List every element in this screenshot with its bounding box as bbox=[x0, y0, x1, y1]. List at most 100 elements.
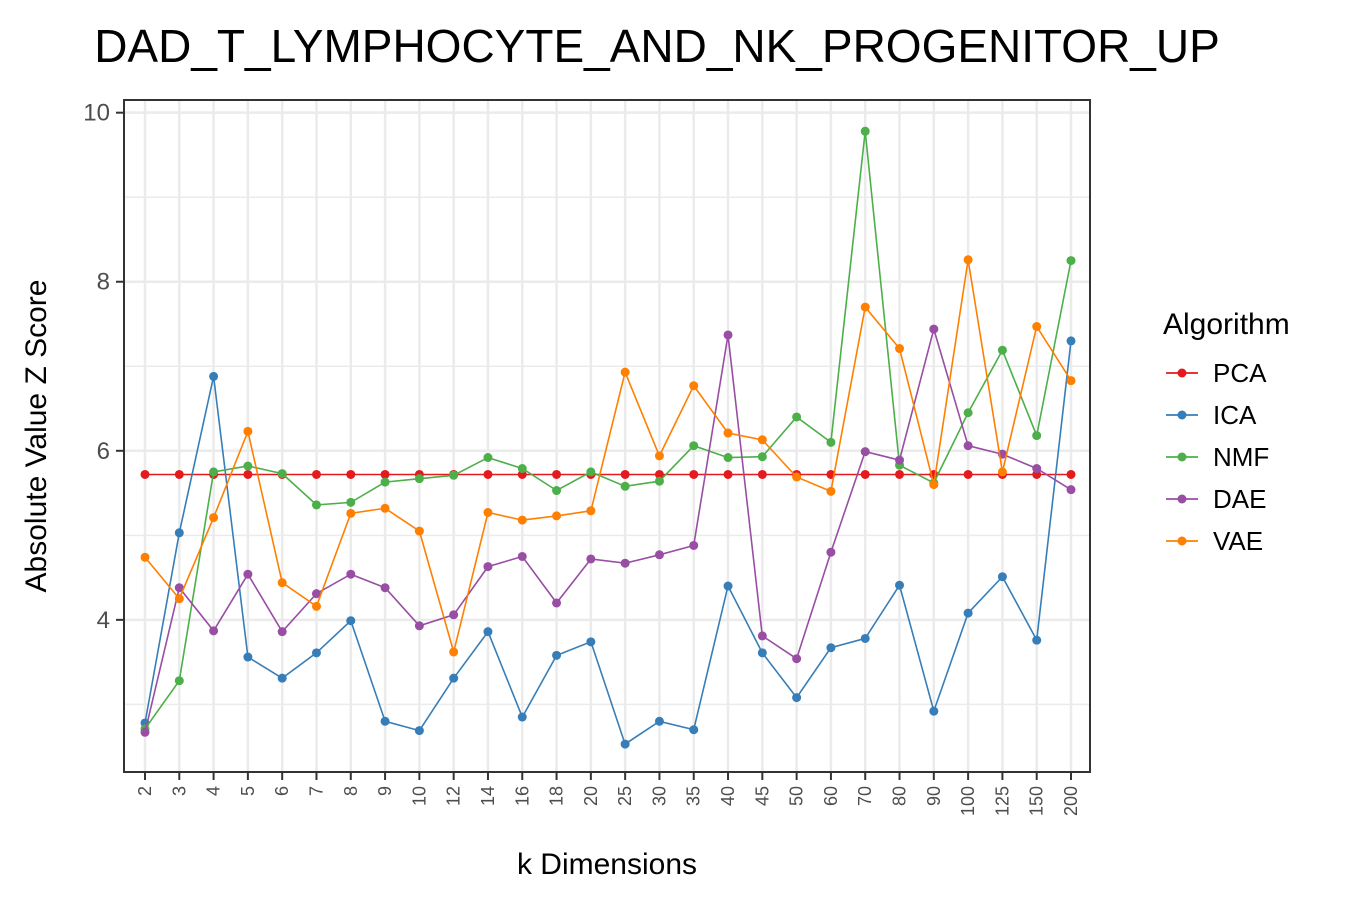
point-vae-50 bbox=[792, 472, 802, 482]
point-ica-60 bbox=[826, 643, 836, 653]
point-ica-16 bbox=[517, 712, 527, 722]
legend-item-nmf: NMF bbox=[1166, 442, 1269, 472]
point-nmf-200 bbox=[1066, 256, 1076, 266]
point-dae-18 bbox=[552, 598, 562, 608]
point-vae-2 bbox=[140, 552, 150, 562]
point-dae-50 bbox=[792, 654, 802, 664]
point-pca-200 bbox=[1066, 469, 1076, 479]
point-nmf-35 bbox=[689, 441, 699, 451]
point-ica-5 bbox=[243, 652, 253, 662]
legend-marker-pca bbox=[1177, 368, 1187, 378]
point-nmf-5 bbox=[243, 461, 253, 471]
point-vae-14 bbox=[483, 507, 493, 517]
point-nmf-45 bbox=[757, 452, 767, 462]
point-vae-80 bbox=[895, 344, 905, 354]
point-pca-80 bbox=[895, 469, 905, 479]
point-nmf-20 bbox=[586, 467, 596, 477]
legend: Algorithm PCA ICA NMF DAE VAE bbox=[1163, 308, 1290, 556]
point-dae-20 bbox=[586, 554, 596, 564]
point-ica-100 bbox=[963, 608, 973, 618]
x-tick-label-70: 70 bbox=[855, 786, 875, 806]
point-dae-4 bbox=[209, 626, 219, 636]
point-ica-4 bbox=[209, 371, 219, 381]
point-dae-30 bbox=[654, 550, 664, 560]
point-pca-9 bbox=[380, 469, 390, 479]
y-tick-label: 10 bbox=[83, 100, 110, 127]
point-dae-16 bbox=[517, 551, 527, 561]
point-vae-200 bbox=[1066, 376, 1076, 386]
point-nmf-8 bbox=[346, 497, 356, 507]
point-pca-40 bbox=[723, 469, 733, 479]
point-vae-125 bbox=[997, 467, 1007, 477]
x-tick-label-45: 45 bbox=[752, 786, 772, 806]
point-dae-6 bbox=[277, 627, 287, 637]
point-dae-45 bbox=[757, 631, 767, 641]
point-ica-3 bbox=[174, 528, 184, 538]
x-tick-label-40: 40 bbox=[718, 786, 738, 806]
chart-title: DAD_T_LYMPHOCYTE_AND_NK_PROGENITOR_UP bbox=[94, 20, 1220, 72]
point-nmf-9 bbox=[380, 477, 390, 487]
point-dae-10 bbox=[414, 621, 424, 631]
point-nmf-30 bbox=[654, 476, 664, 486]
x-tick-label-4: 4 bbox=[204, 786, 224, 796]
x-tick-label-20: 20 bbox=[581, 786, 601, 806]
y-axis-title: Absolute Value Z Score bbox=[20, 280, 53, 593]
point-ica-20 bbox=[586, 637, 596, 647]
point-dae-90 bbox=[929, 324, 939, 334]
point-vae-5 bbox=[243, 426, 253, 436]
point-vae-70 bbox=[860, 302, 870, 312]
point-pca-70 bbox=[860, 469, 870, 479]
point-vae-16 bbox=[517, 515, 527, 525]
point-vae-150 bbox=[1032, 322, 1042, 332]
point-ica-30 bbox=[654, 716, 664, 726]
point-nmf-70 bbox=[860, 126, 870, 136]
point-dae-3 bbox=[174, 583, 184, 593]
legend-marker-vae bbox=[1177, 536, 1187, 546]
point-dae-5 bbox=[243, 569, 253, 579]
legend-label-ica: ICA bbox=[1213, 400, 1257, 430]
point-nmf-100 bbox=[963, 408, 973, 418]
point-vae-4 bbox=[209, 513, 219, 523]
legend-label-vae: VAE bbox=[1213, 526, 1263, 556]
point-vae-7 bbox=[311, 601, 321, 611]
series-ica bbox=[140, 336, 1076, 749]
point-dae-2 bbox=[140, 727, 150, 737]
point-pca-8 bbox=[346, 469, 356, 479]
point-vae-10 bbox=[414, 526, 424, 536]
legend-item-pca: PCA bbox=[1166, 358, 1267, 388]
x-tick-label-35: 35 bbox=[684, 786, 704, 806]
point-nmf-3 bbox=[174, 676, 184, 686]
legend-title: Algorithm bbox=[1163, 308, 1290, 341]
point-vae-20 bbox=[586, 506, 596, 516]
point-nmf-4 bbox=[209, 467, 219, 477]
point-nmf-150 bbox=[1032, 431, 1042, 441]
y-tick-label: 8 bbox=[97, 269, 110, 296]
series-vae bbox=[140, 255, 1076, 657]
point-nmf-40 bbox=[723, 453, 733, 463]
point-ica-12 bbox=[449, 673, 459, 683]
point-ica-150 bbox=[1032, 635, 1042, 645]
x-tick-label-100: 100 bbox=[958, 786, 978, 816]
point-dae-35 bbox=[689, 540, 699, 550]
point-nmf-18 bbox=[552, 486, 562, 496]
series-line-dae bbox=[144, 326, 1072, 733]
y-tick-label: 6 bbox=[97, 438, 110, 465]
x-tick-label-8: 8 bbox=[341, 786, 361, 796]
point-ica-35 bbox=[689, 725, 699, 735]
x-tick-label-200: 200 bbox=[1061, 786, 1081, 816]
x-tick-label-7: 7 bbox=[306, 786, 326, 796]
point-ica-80 bbox=[895, 580, 905, 590]
point-ica-6 bbox=[277, 673, 287, 683]
point-pca-3 bbox=[174, 469, 184, 479]
legend-marker-dae bbox=[1177, 494, 1187, 504]
series-layer bbox=[140, 126, 1076, 749]
grid bbox=[124, 100, 1090, 772]
point-vae-9 bbox=[380, 503, 390, 513]
point-pca-5 bbox=[243, 469, 253, 479]
series-line-vae bbox=[144, 259, 1072, 656]
series-nmf bbox=[140, 126, 1076, 734]
x-tick-label-3: 3 bbox=[169, 786, 189, 796]
x-tick-label-90: 90 bbox=[924, 786, 944, 806]
point-dae-8 bbox=[346, 569, 356, 579]
